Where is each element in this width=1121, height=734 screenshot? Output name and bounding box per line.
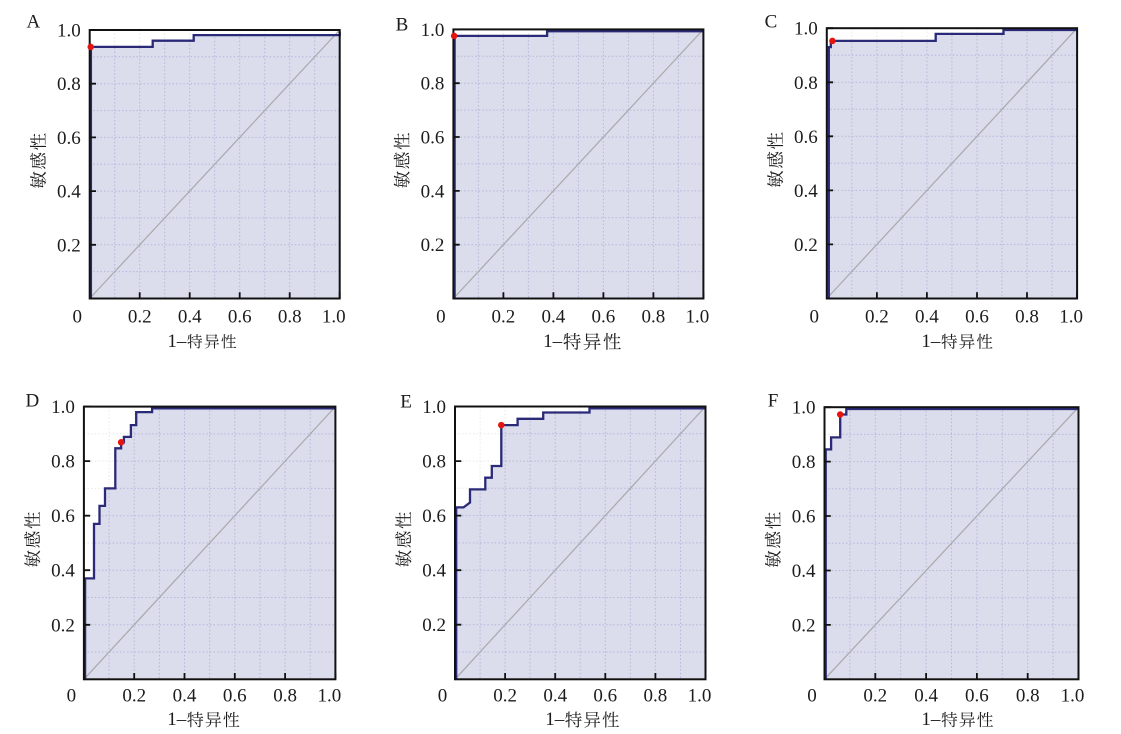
svg-text:0: 0: [438, 686, 448, 707]
svg-text:1–: 1–: [167, 331, 187, 352]
svg-text:1–: 1–: [545, 709, 565, 730]
svg-text:0.6: 0.6: [51, 506, 75, 527]
svg-text:0.4: 0.4: [914, 686, 938, 707]
svg-text:0.2: 0.2: [128, 307, 152, 328]
svg-text:0.4: 0.4: [178, 307, 202, 328]
svg-text:0.8: 0.8: [794, 73, 818, 94]
svg-text:1.0: 1.0: [51, 397, 75, 418]
svg-text:0: 0: [807, 686, 817, 707]
svg-text:0.6: 0.6: [792, 507, 816, 528]
svg-text:1.0: 1.0: [792, 398, 816, 419]
svg-text:0.2: 0.2: [422, 615, 446, 636]
svg-text:0.8: 0.8: [51, 452, 75, 473]
svg-text:0.8: 0.8: [278, 307, 302, 328]
svg-text:1.0: 1.0: [57, 21, 81, 42]
svg-text:1–: 1–: [921, 331, 941, 352]
svg-text:0.8: 0.8: [57, 74, 81, 95]
svg-text:1.0: 1.0: [318, 686, 342, 707]
svg-text:0.8: 0.8: [642, 307, 666, 328]
svg-text:0.8: 0.8: [422, 452, 446, 473]
svg-text:0.2: 0.2: [57, 235, 81, 256]
svg-text:1–: 1–: [167, 709, 187, 730]
svg-text:0.4: 0.4: [421, 181, 445, 202]
svg-text:0.4: 0.4: [422, 561, 446, 582]
svg-text:0.6: 0.6: [421, 128, 445, 149]
svg-text:0.4: 0.4: [173, 686, 197, 707]
svg-text:0.4: 0.4: [794, 181, 818, 202]
svg-text:0.8: 0.8: [273, 686, 297, 707]
svg-text:0: 0: [67, 686, 77, 707]
svg-text:1.0: 1.0: [688, 686, 712, 707]
svg-text:F: F: [768, 391, 779, 412]
svg-text:0: 0: [72, 307, 82, 328]
svg-text:1.0: 1.0: [794, 19, 818, 40]
svg-text:0.6: 0.6: [965, 686, 989, 707]
svg-text:1–: 1–: [921, 709, 941, 730]
svg-text:0.4: 0.4: [792, 561, 816, 582]
svg-text:0.6: 0.6: [57, 128, 81, 149]
svg-text:1.0: 1.0: [1059, 307, 1083, 328]
svg-text:0.8: 0.8: [421, 74, 445, 95]
svg-text:0.6: 0.6: [223, 686, 247, 707]
svg-text:0.6: 0.6: [228, 307, 252, 328]
svg-text:0.8: 0.8: [1016, 686, 1040, 707]
svg-text:0: 0: [810, 307, 820, 328]
svg-text:C: C: [765, 12, 778, 33]
svg-text:E: E: [400, 392, 412, 413]
svg-text:0.4: 0.4: [57, 182, 81, 203]
svg-text:0.4: 0.4: [542, 307, 566, 328]
svg-text:1–: 1–: [543, 331, 563, 352]
svg-text:0.4: 0.4: [543, 686, 567, 707]
svg-text:0: 0: [436, 307, 446, 328]
svg-text:0.2: 0.2: [794, 235, 818, 256]
svg-text:0.6: 0.6: [965, 307, 989, 328]
svg-text:0.4: 0.4: [51, 561, 75, 582]
svg-text:1.0: 1.0: [1061, 686, 1085, 707]
svg-text:0.6: 0.6: [592, 307, 616, 328]
svg-text:0.2: 0.2: [865, 307, 889, 328]
svg-text:0.2: 0.2: [492, 307, 516, 328]
svg-text:0.2: 0.2: [863, 686, 887, 707]
svg-text:1.0: 1.0: [322, 307, 346, 328]
svg-text:0.2: 0.2: [122, 686, 146, 707]
svg-text:0.4: 0.4: [915, 307, 939, 328]
svg-text:D: D: [26, 391, 40, 412]
svg-text:A: A: [27, 12, 41, 33]
svg-text:1.0: 1.0: [422, 397, 446, 418]
svg-text:0.6: 0.6: [593, 686, 617, 707]
svg-text:B: B: [396, 15, 409, 36]
svg-text:1.0: 1.0: [421, 20, 445, 41]
svg-text:0.8: 0.8: [644, 686, 668, 707]
svg-text:0.2: 0.2: [493, 686, 517, 707]
svg-text:0.6: 0.6: [794, 127, 818, 148]
svg-text:0.2: 0.2: [51, 615, 75, 636]
svg-text:0.6: 0.6: [422, 506, 446, 527]
svg-text:0.2: 0.2: [421, 235, 445, 256]
svg-text:0.8: 0.8: [792, 452, 816, 473]
svg-text:1.0: 1.0: [686, 307, 710, 328]
svg-text:0.2: 0.2: [792, 615, 816, 636]
svg-text:0.8: 0.8: [1015, 307, 1039, 328]
